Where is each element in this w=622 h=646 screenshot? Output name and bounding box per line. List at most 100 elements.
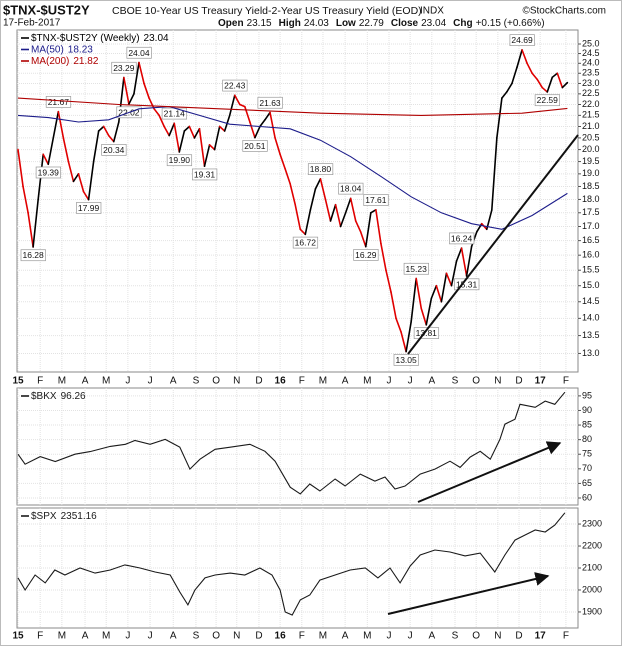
legend-value: 21.82	[73, 56, 98, 67]
line-segment	[289, 183, 297, 206]
x-tick-label: F	[299, 631, 305, 642]
series-line	[17, 512, 566, 616]
line-segment	[415, 277, 423, 310]
y-tick-label: 16.5	[582, 235, 600, 245]
line-segment	[264, 111, 271, 121]
x-tick-label: 16	[275, 631, 287, 642]
line-segment	[77, 173, 85, 193]
line-segment	[354, 220, 362, 233]
series-line	[17, 106, 568, 230]
x-tick-label: N	[233, 376, 240, 387]
line-segment	[153, 108, 160, 117]
data-label: 21.63	[259, 98, 281, 108]
y-tick-label: 20.5	[582, 132, 600, 142]
line-segment	[445, 272, 453, 287]
panel	[16, 387, 579, 506]
line-segment	[183, 125, 191, 132]
y-tick-label: 19.5	[582, 156, 600, 166]
y-tick-label: 18.5	[582, 181, 600, 191]
line-segment	[269, 111, 276, 139]
x-tick-label: J	[125, 631, 130, 642]
x-tick-label: M	[319, 376, 327, 387]
quote-value: 24.03	[304, 18, 329, 29]
line-segment	[541, 86, 549, 93]
line-segment	[334, 203, 342, 228]
x-tick-label: F	[37, 631, 43, 642]
line-segment	[52, 110, 60, 139]
data-label-box	[20, 249, 46, 262]
line-segment	[87, 160, 95, 201]
line-segment	[440, 272, 448, 303]
legend-name: MA(50)	[31, 44, 64, 55]
line-segment	[521, 49, 528, 65]
data-label-box	[111, 61, 137, 74]
line-segment	[279, 153, 286, 170]
data-label: 20.51	[244, 141, 266, 151]
x-tick-label: F	[563, 631, 569, 642]
x-tick-label: O	[212, 376, 220, 387]
y-tick-label: 70	[582, 463, 592, 473]
line-segment	[112, 121, 120, 143]
line-segment	[319, 178, 327, 201]
x-tick-label: S	[452, 376, 459, 387]
x-tick-label: M	[102, 376, 110, 387]
data-label: 21.14	[164, 109, 186, 119]
quote-value: +0.15 (+0.66%)	[476, 18, 545, 29]
data-label: 24.69	[511, 35, 533, 45]
legend-entry: $TNX-$UST2Y (Weekly) 23.04	[31, 33, 169, 44]
quote-label: High	[279, 18, 301, 29]
line-segment	[57, 110, 65, 139]
line-segment	[143, 82, 150, 99]
line-segment	[158, 114, 165, 128]
line-segment	[178, 130, 186, 153]
line-segment	[254, 125, 261, 139]
line-segment	[465, 245, 473, 277]
exchange: INDX	[420, 6, 444, 17]
source: ©StockCharts.com	[522, 6, 606, 17]
line-segment	[299, 228, 307, 236]
legend-value: 18.23	[68, 44, 93, 55]
data-label-box	[101, 144, 127, 156]
y-tick-label: 24.5	[582, 48, 600, 58]
line-segment	[82, 190, 90, 201]
data-label: 13.05	[395, 355, 417, 365]
x-tick-label: F	[37, 376, 43, 387]
data-label: 16.28	[22, 250, 44, 260]
line-segment	[526, 62, 533, 75]
x-tick-label: 17	[535, 631, 547, 642]
x-tick-label: A	[170, 376, 177, 387]
x-tick-label: O	[472, 376, 480, 387]
line-segment	[188, 125, 196, 139]
line-segment	[238, 103, 246, 108]
line-segment	[17, 148, 24, 188]
line-segment	[546, 76, 554, 93]
line-segment	[511, 66, 518, 85]
y-tick-label: 13.0	[582, 348, 600, 358]
trend-line	[407, 134, 579, 355]
x-tick-label: D	[255, 376, 262, 387]
plots: 15 F M A M J J A S O N D 16 F M A M J J A S O N D 17 F 13.0 13.5 14.…	[12, 29, 602, 642]
x-tick-label: J	[148, 631, 153, 642]
data-label-box	[338, 182, 364, 195]
line-segment	[163, 125, 171, 137]
line-segment	[329, 203, 337, 222]
line-segment	[148, 97, 155, 110]
y-tick-label: 17.0	[582, 221, 600, 231]
line-segment	[32, 198, 39, 248]
line-segment	[496, 97, 503, 139]
data-label: 16.29	[355, 250, 377, 260]
y-tick-label: 22.0	[582, 99, 600, 109]
line-segment	[249, 121, 256, 139]
data-label-box	[413, 327, 440, 339]
x-tick-label: J	[408, 631, 413, 642]
line-segment	[405, 320, 412, 353]
line-segment	[536, 78, 544, 89]
data-label-box	[393, 354, 419, 366]
line-segment	[309, 188, 317, 211]
data-label: 19.39	[38, 167, 60, 177]
line-segment	[349, 197, 357, 222]
line-segment	[561, 81, 569, 89]
line-segment	[425, 297, 433, 326]
line-segment	[228, 94, 236, 117]
